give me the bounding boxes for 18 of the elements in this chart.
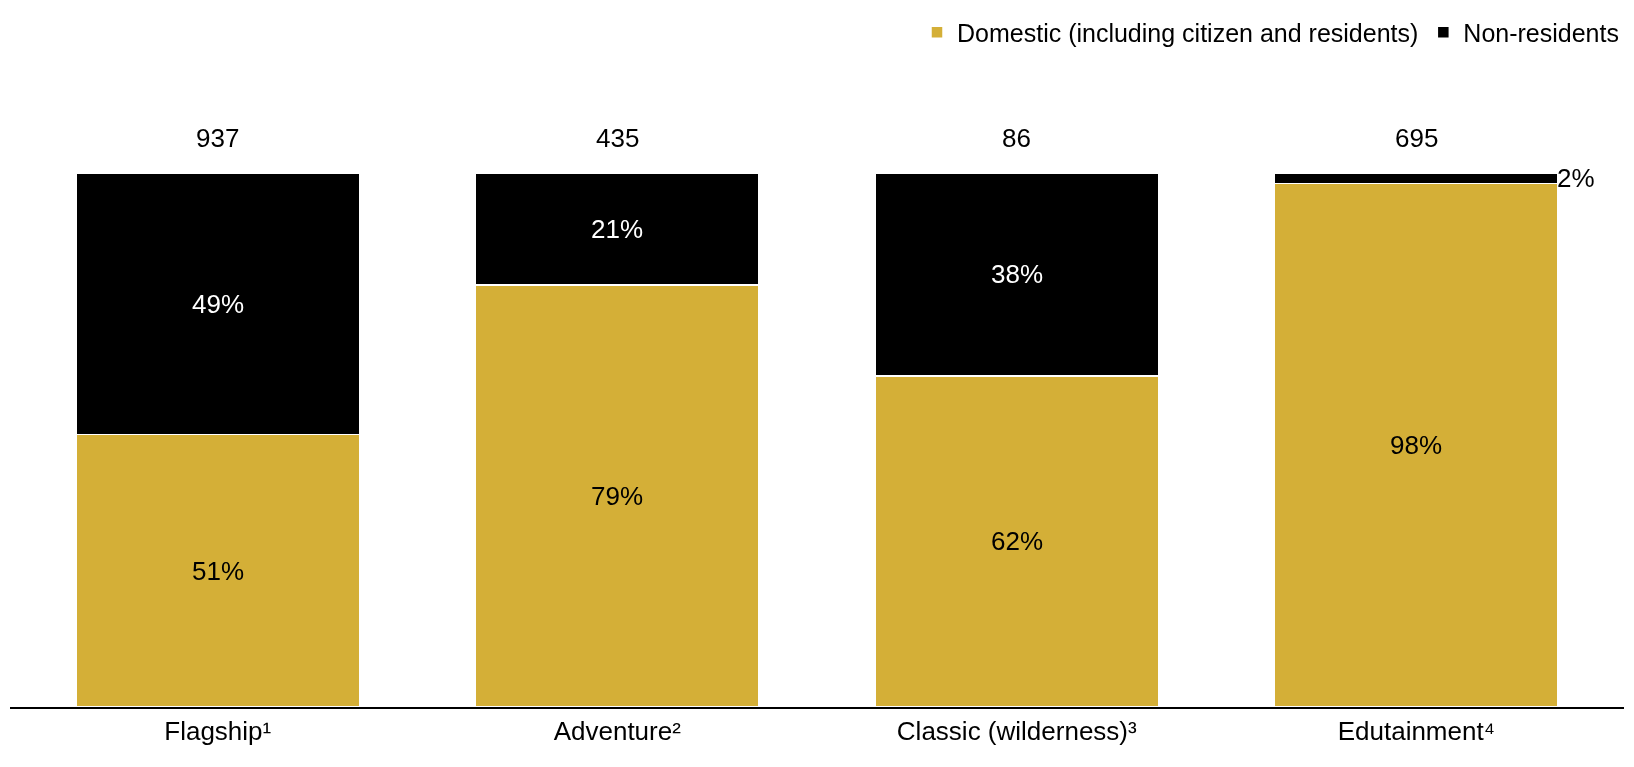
annotation: 86: [1002, 123, 1031, 153]
legend-label: Non-residents: [1463, 19, 1619, 48]
data-label: 38%: [991, 259, 1044, 289]
annotation: 695: [1395, 123, 1439, 153]
data-label: 51%: [192, 556, 245, 586]
data-label: 21%: [591, 214, 644, 244]
data-label: 79%: [591, 481, 644, 511]
data-label: 62%: [991, 526, 1044, 556]
annotation: 435: [596, 123, 640, 153]
x-tick-label: Flagship¹: [164, 715, 272, 746]
data-label: 2%: [1557, 163, 1595, 193]
annotation: 937: [196, 123, 240, 153]
x-tick-label: Classic (wilderness)³: [896, 715, 1137, 746]
data-label: 98%: [1390, 430, 1443, 460]
legend-label: Domestic (including citizen and residents): [957, 19, 1419, 48]
x-tick-label: Adventure²: [553, 715, 682, 746]
x-tick-label: Edutainment⁴: [1337, 715, 1495, 746]
data-label: 49%: [192, 289, 245, 319]
